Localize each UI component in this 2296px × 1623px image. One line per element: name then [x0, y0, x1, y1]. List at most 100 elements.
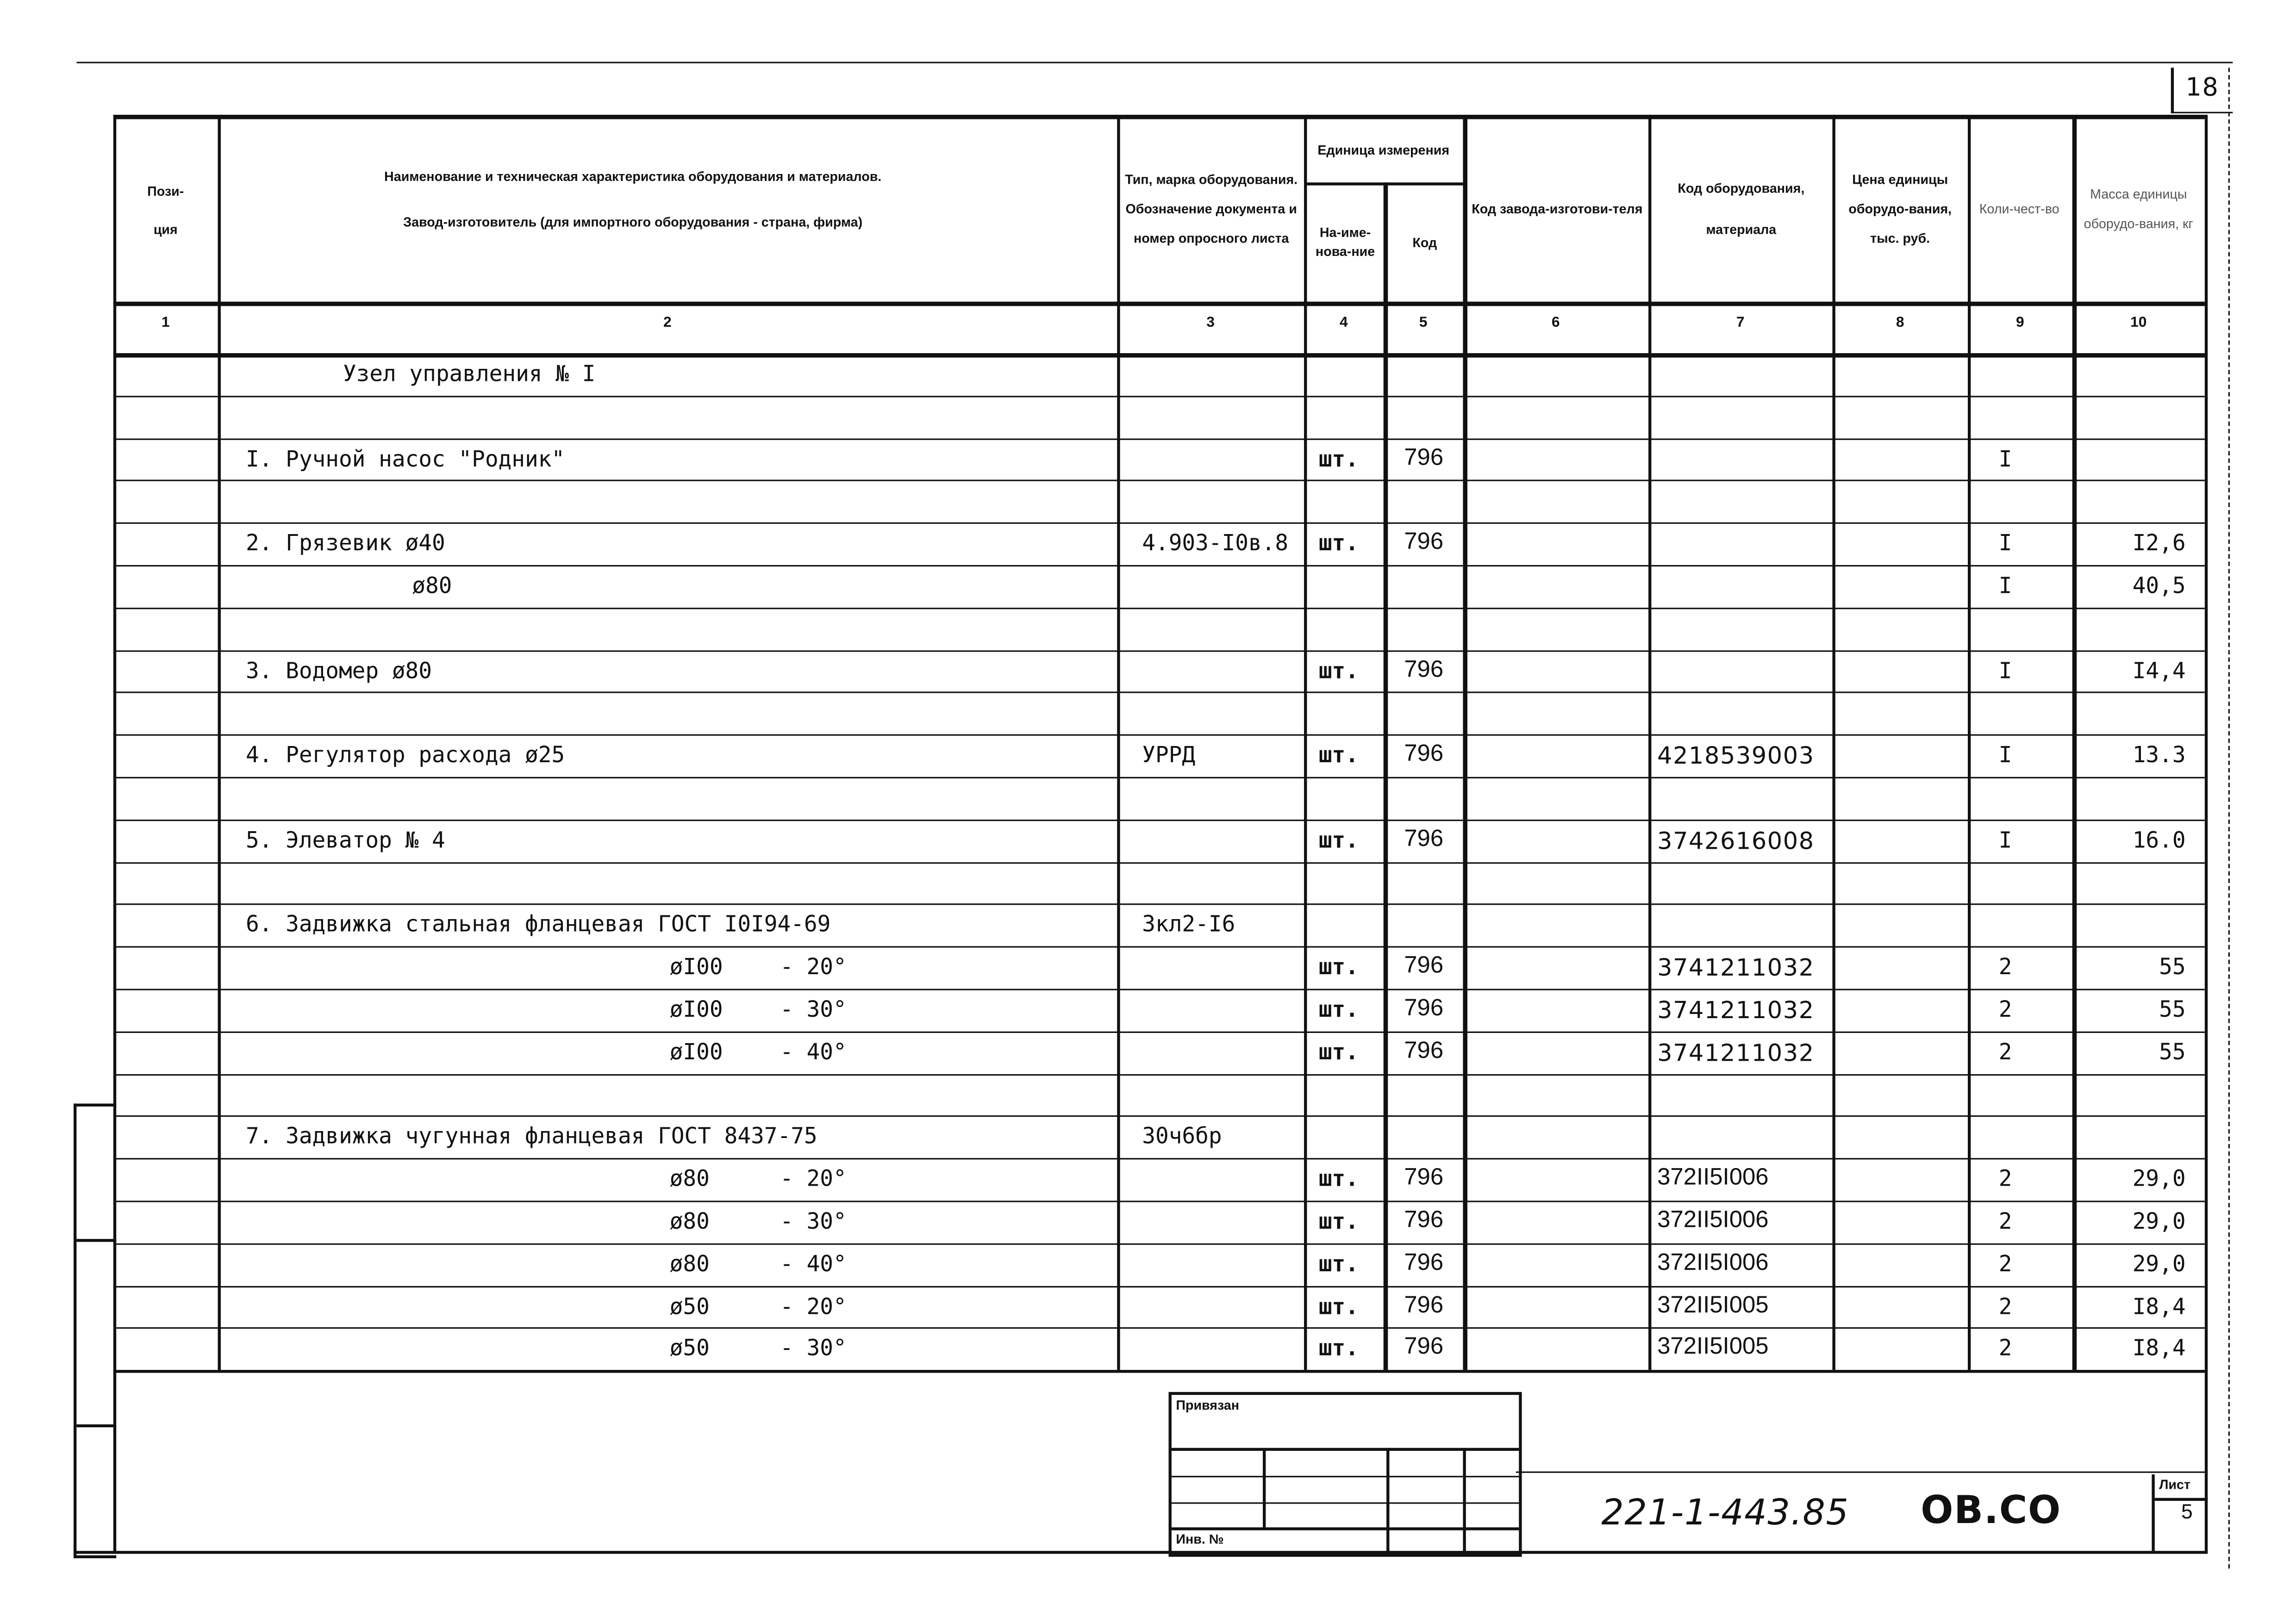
column-divider	[1832, 115, 1835, 1370]
item-name: 6. Задвижка стальная фланцевая ГОСТ I0I9…	[245, 911, 831, 938]
item-unit-code: 796	[1404, 1293, 1444, 1318]
item-equipment-code: 4218539003	[1657, 742, 1815, 770]
item-angle: - 20°	[780, 1293, 847, 1319]
inventory-label: Инв. №	[1176, 1531, 1224, 1547]
item-equipment-code: 3741211032	[1657, 1038, 1815, 1067]
item-name: ø80	[669, 1250, 710, 1277]
item-quantity: 2	[1998, 1208, 2012, 1235]
divider	[1171, 1448, 1519, 1451]
item-mass: 16.0	[2132, 827, 2186, 853]
top-border	[76, 62, 2233, 63]
column-number: 6	[1551, 315, 1560, 331]
item-mass: 29,0	[2132, 1208, 2186, 1235]
item-unit-code: 796	[1404, 742, 1444, 767]
item-name: ø50	[669, 1293, 710, 1319]
item-quantity: 2	[1998, 1293, 2012, 1319]
divider	[1463, 1448, 1466, 1554]
row-divider	[113, 522, 2205, 524]
column-number: 2	[663, 315, 672, 331]
row-divider	[113, 650, 2205, 652]
binding-strip	[73, 1103, 117, 1559]
row-divider	[113, 692, 2205, 694]
row-divider	[113, 480, 2205, 482]
item-quantity: 2	[1998, 1165, 2012, 1192]
item-name: ø50	[669, 1335, 710, 1362]
column-divider	[218, 115, 221, 1370]
header-quantity: Коли-чест-во	[1979, 201, 2059, 217]
header-name-line2: Завод-изготовитель (для импортного обору…	[403, 215, 863, 230]
row-divider	[113, 904, 2205, 906]
item-equipment-code: 372II5I006	[1657, 1165, 1769, 1191]
row-divider	[113, 565, 2205, 567]
row-divider	[113, 607, 2205, 609]
item-type: 4.903-I0в.8	[1142, 530, 1289, 557]
sheet-number: 18	[2185, 73, 2219, 103]
row-divider	[113, 819, 2205, 821]
item-mass: 55	[2159, 953, 2186, 981]
bound-label: Привязан	[1176, 1398, 1240, 1413]
header-unit: Единица измерения	[1317, 142, 1450, 157]
item-angle: - 30°	[780, 1208, 847, 1235]
item-name: ø80	[669, 1165, 710, 1192]
section-code: ОВ.СО	[1921, 1489, 2061, 1534]
item-quantity: I	[1998, 572, 2012, 599]
sheet-value: 5	[2181, 1499, 2193, 1523]
item-unit: шт.	[1318, 1038, 1359, 1065]
divider	[76, 1239, 117, 1242]
item-unit-code: 796	[1404, 445, 1444, 471]
item-unit-code: 796	[1404, 1165, 1444, 1191]
item-equipment-code: 372II5I005	[1657, 1335, 1769, 1361]
divider	[76, 1424, 117, 1428]
item-unit-code: 796	[1404, 657, 1444, 682]
table-top-border	[113, 115, 2205, 119]
column-divider	[1967, 115, 1971, 1370]
item-unit-code: 796	[1404, 1335, 1444, 1361]
item-type: 3кл2-I6	[1142, 911, 1235, 938]
right-edge	[2228, 68, 2230, 1569]
item-equipment-code: 372II5I006	[1657, 1208, 1769, 1233]
row-divider	[113, 1328, 2205, 1330]
row-divider	[113, 1243, 2205, 1245]
row-divider	[113, 989, 2205, 990]
header-equipment-code: Код оборудования, материала	[1678, 181, 1805, 237]
item-quantity: 2	[1998, 1250, 2012, 1277]
row-divider	[113, 1073, 2205, 1075]
item-mass: I2,6	[2132, 530, 2186, 557]
item-unit: шт.	[1318, 1335, 1359, 1362]
item-angle: - 40°	[780, 1038, 847, 1065]
item-mass: 13.3	[2132, 742, 2186, 769]
column-divider	[113, 115, 117, 1553]
bound-stamp: Привязан Инв. №	[1168, 1392, 1522, 1557]
item-unit-code: 796	[1404, 1038, 1444, 1064]
item-angle: - 40°	[780, 1250, 847, 1277]
divider	[1171, 1502, 1519, 1504]
header-position: Пози- ция	[147, 183, 184, 236]
item-mass: I8,4	[2132, 1335, 2186, 1362]
item-unit-code: 796	[1404, 953, 1444, 979]
item-quantity: I	[1998, 827, 2012, 853]
header-unit-name: На-име-нова-ние	[1315, 225, 1375, 259]
column-divider	[1463, 115, 1467, 1370]
item-quantity: 2	[1998, 996, 2012, 1023]
item-angle: - 30°	[780, 1335, 847, 1362]
header-maker-code: Код завода-изготови-теля	[1472, 201, 1643, 217]
column-divider	[2204, 115, 2208, 1553]
item-quantity: I	[1998, 530, 2012, 557]
item-mass: 29,0	[2132, 1250, 2186, 1277]
item-unit: шт.	[1318, 1293, 1359, 1319]
divider	[1516, 1471, 2208, 1473]
header-unit-code: Код	[1412, 235, 1437, 250]
row-divider	[113, 1285, 2205, 1287]
divider	[1171, 1476, 1519, 1478]
row-divider	[113, 438, 2205, 440]
header-name-line1: Наименование и техническая характеристик…	[384, 169, 882, 184]
header-price: Цена единицы оборудо-вания, тыс. руб.	[1848, 172, 1952, 246]
item-unit: шт.	[1318, 1250, 1359, 1277]
item-type: УРРД	[1142, 742, 1196, 769]
document-code: 221-1-443.85	[1601, 1492, 1849, 1534]
item-mass: I4,4	[2132, 657, 2186, 684]
row-divider	[113, 777, 2205, 778]
row-divider	[113, 395, 2205, 397]
item-name: ø80	[412, 572, 452, 599]
